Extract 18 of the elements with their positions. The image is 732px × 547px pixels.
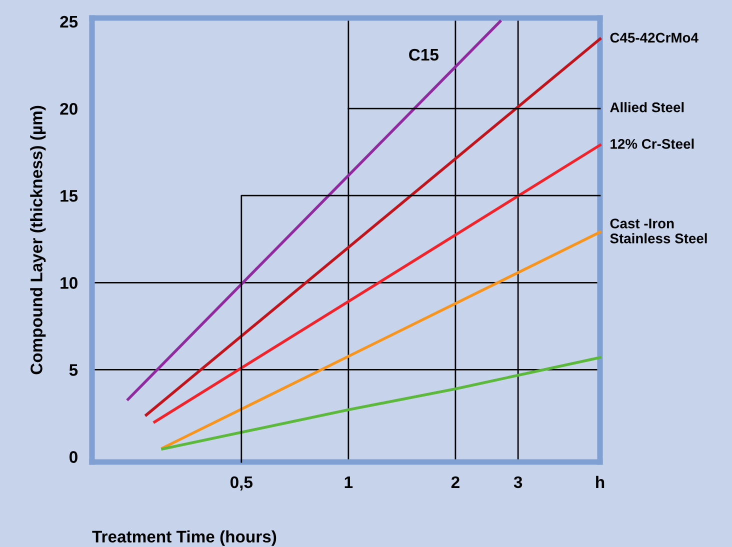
y-tick-label: 0 bbox=[70, 451, 78, 463]
series-label: Allied Steel bbox=[610, 102, 684, 112]
y-tick-label: 20 bbox=[60, 102, 78, 115]
x-tick-label: 2 bbox=[451, 476, 460, 488]
x-axis-title: Treatment Time (hours) bbox=[92, 530, 276, 546]
x-tick-label: 0,5 bbox=[230, 476, 253, 491]
x-tick-label: 1 bbox=[344, 476, 353, 488]
y-tick-label: 25 bbox=[60, 16, 78, 28]
series-label: C15 bbox=[409, 48, 439, 61]
y-tick-label: 10 bbox=[60, 277, 78, 289]
series-label: Cast -Iron Stainless Steel bbox=[610, 218, 707, 244]
x-tick-label: h bbox=[596, 476, 604, 488]
series-label: C45-42CrMo4 bbox=[610, 32, 698, 43]
x-tick-label: 3 bbox=[514, 476, 522, 488]
y-tick-label: 5 bbox=[69, 364, 78, 376]
y-tick-label: 15 bbox=[60, 190, 78, 202]
y-axis-title: Compound Layer (thickness) (µm) bbox=[30, 106, 46, 374]
series-label: 12% Cr-Steel bbox=[610, 138, 694, 149]
